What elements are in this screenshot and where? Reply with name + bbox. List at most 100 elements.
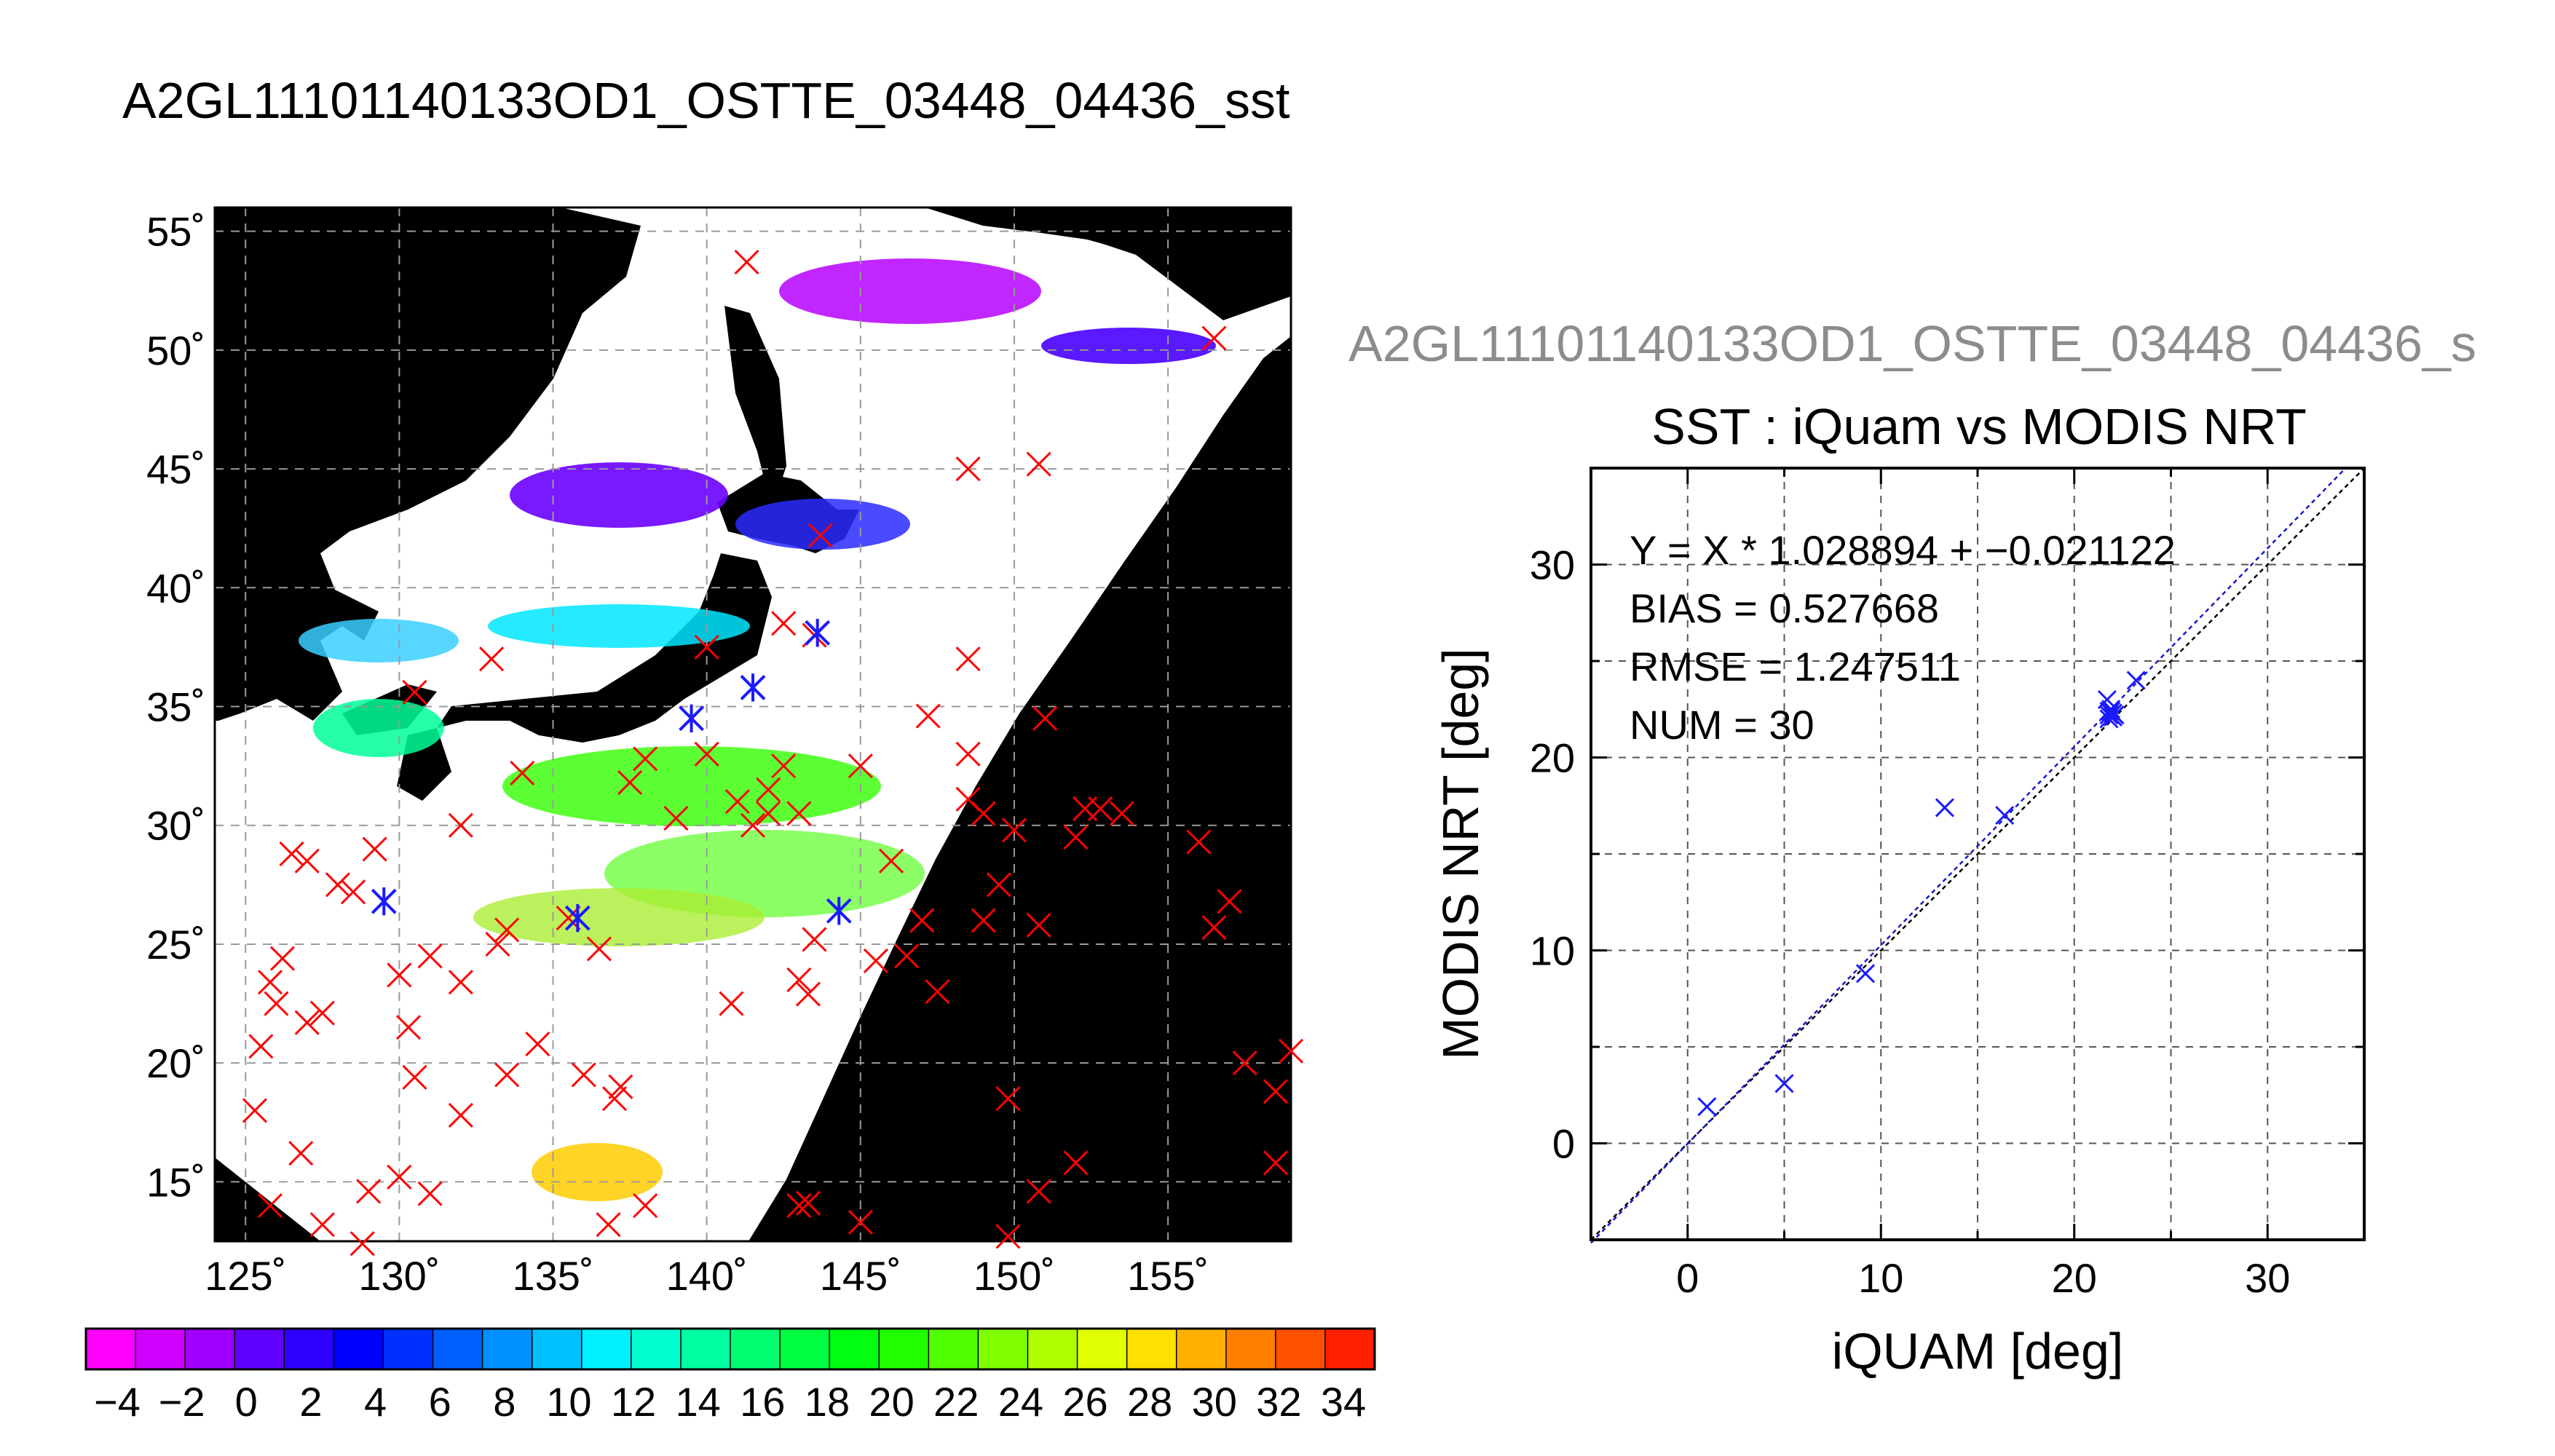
colorbar-cell xyxy=(780,1329,830,1369)
sst-patch-japansea-north xyxy=(510,462,728,528)
scatter-point-stroke-a xyxy=(1995,805,2015,826)
map-insitu-point-stroke-b xyxy=(1063,824,1089,850)
swath-group xyxy=(215,207,1291,1241)
map-insitu-point xyxy=(1263,1079,1288,1104)
map-insitu-point xyxy=(719,991,744,1016)
map-matchup-point xyxy=(564,903,591,933)
map-insitu-point xyxy=(786,801,812,826)
map-insitu-point xyxy=(955,741,981,767)
map-insitu-point xyxy=(986,872,1011,898)
map-insitu-point-stroke-b xyxy=(417,1181,443,1206)
map-insitu-point xyxy=(694,741,719,767)
map-lon-tick-labels: 125˚ 130˚ 135˚ 140˚ 145˚ 150˚ 155˚ xyxy=(205,1253,1209,1299)
scatter-point-stroke-a xyxy=(2103,703,2122,723)
scatter-point-stroke-b xyxy=(2103,707,2122,727)
scatter-x-tick-labels: 0 10 20 30 xyxy=(1676,1255,2290,1301)
colorbar-cell xyxy=(284,1329,334,1369)
map-insitu-point xyxy=(1217,889,1242,914)
map-insitu-point xyxy=(356,1179,382,1204)
scatter-fit-lines xyxy=(1590,467,2365,1244)
map-insitu-point xyxy=(395,1015,422,1040)
colorbar-label: 4 xyxy=(364,1379,387,1425)
map-lat-label: 35˚ xyxy=(146,684,205,730)
map-insitu-point-stroke-b xyxy=(294,1010,320,1035)
map-insitu-point xyxy=(694,634,719,660)
map-insitu-point-stroke-b xyxy=(995,1086,1021,1112)
map-insitu-point xyxy=(257,1192,283,1219)
map-insitu-point xyxy=(995,1224,1021,1249)
scatter-point xyxy=(1855,964,1876,984)
scatter-point-stroke-b xyxy=(1697,1097,1717,1117)
map-insitu-point-stroke-b xyxy=(417,943,443,969)
map-insitu-point-stroke-b xyxy=(986,872,1011,898)
map-lat-label: 55˚ xyxy=(146,209,205,255)
scatter-point-stroke-a xyxy=(1774,1074,1794,1093)
map-insitu-point xyxy=(925,979,950,1005)
colorbar-cell xyxy=(482,1329,533,1369)
colorbar-cells xyxy=(86,1329,1375,1369)
map-insitu-point xyxy=(740,812,766,838)
map-insitu-point-stroke-b xyxy=(756,801,781,826)
map-insitu-point xyxy=(1186,829,1212,855)
map-insitu-point-stroke-b xyxy=(269,946,295,971)
map-insitu-point xyxy=(485,931,510,957)
scatter-point-stroke-b xyxy=(2126,670,2146,690)
map-insitu-point-stroke-b xyxy=(694,634,719,660)
colorbar-label: 2 xyxy=(299,1379,322,1425)
map-lat-label: 45˚ xyxy=(146,446,205,492)
map-insitu-point-stroke-b xyxy=(955,646,981,672)
map-insitu-point-stroke-b xyxy=(571,1062,596,1088)
scatter-point-stroke-a xyxy=(1697,1097,1717,1117)
sst-patch-tropical xyxy=(532,1143,663,1201)
map-insitu-point xyxy=(1088,796,1113,821)
map-matchup-point xyxy=(826,897,852,925)
map-insitu-point xyxy=(863,948,888,973)
scatter-point xyxy=(1697,1097,1717,1117)
scatter-point-stroke-b xyxy=(1935,798,1954,818)
colorbar-cell xyxy=(1126,1329,1177,1369)
map-insitu-point-stroke-b xyxy=(494,1062,520,1088)
map-insitu-point xyxy=(894,943,920,969)
map-insitu-point-stroke-b xyxy=(309,1212,335,1238)
colorbar-cell xyxy=(135,1329,186,1369)
colorbar-label: 8 xyxy=(493,1379,516,1425)
scatter-point-stroke-b xyxy=(2099,705,2119,725)
map-insitu-point-stroke-b xyxy=(596,1212,621,1238)
colorbar-label: 30 xyxy=(1192,1379,1237,1425)
map-insitu-point xyxy=(417,943,443,969)
map-insitu-point xyxy=(257,970,283,995)
map-insitu-point xyxy=(1001,818,1027,843)
map-insitu-point-stroke-b xyxy=(995,1224,1021,1249)
map-insitu-point xyxy=(1026,451,1051,477)
map-insitu-point xyxy=(402,679,427,705)
map-insitu-point xyxy=(269,946,295,971)
colorbar-label: 26 xyxy=(1062,1379,1107,1425)
map-insitu-point-stroke-b xyxy=(257,970,283,995)
scatter-stat-line: RMSE = 1.247511 xyxy=(1630,644,1961,689)
map-lat-label: 15˚ xyxy=(146,1159,205,1205)
scatter-point-stroke-a xyxy=(2099,709,2119,729)
map-insitu-point xyxy=(995,1086,1021,1112)
scatter-y-tick-label: 30 xyxy=(1530,542,1575,588)
map-insitu-point xyxy=(1063,1150,1089,1176)
scatter-x-tick-label: 10 xyxy=(1858,1255,1903,1301)
map-lon-label: 135˚ xyxy=(512,1253,593,1299)
colorbar-label: 6 xyxy=(429,1379,451,1425)
map-insitu-point-stroke-b xyxy=(1001,818,1027,843)
map-insitu-point xyxy=(1026,1179,1051,1204)
scatter-stat-line: Y = X * 1.028894 + −0.021122 xyxy=(1630,527,2176,573)
colorbar-label: 14 xyxy=(676,1379,721,1425)
map-insitu-point-stroke-b xyxy=(387,962,412,988)
land-sakhalin xyxy=(724,306,786,510)
map-insitu-point-stroke-b xyxy=(771,753,797,779)
scatter-point xyxy=(2105,705,2125,725)
map-insitu-point xyxy=(756,777,781,802)
map-insitu-point xyxy=(448,812,473,838)
scatter-point-stroke-b xyxy=(2101,700,2121,719)
scatter-point-stroke-a xyxy=(2101,701,2121,721)
colorbar-label: −4 xyxy=(94,1379,141,1425)
map-insitu-point-stroke-b xyxy=(288,1141,314,1166)
map-insitu-points xyxy=(242,250,1304,1257)
map-insitu-point xyxy=(288,1141,314,1166)
colorbar-label: 28 xyxy=(1127,1379,1172,1425)
